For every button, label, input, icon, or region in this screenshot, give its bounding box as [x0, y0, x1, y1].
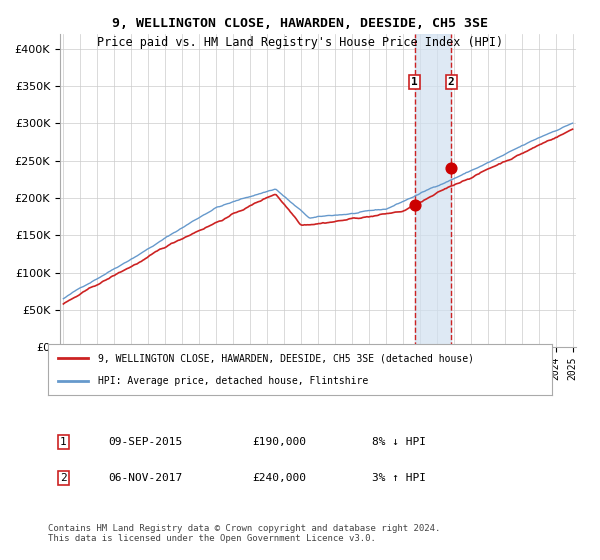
Text: HPI: Average price, detached house, Flintshire: HPI: Average price, detached house, Flin…: [98, 376, 368, 386]
Text: 1: 1: [60, 437, 67, 447]
Text: 8% ↓ HPI: 8% ↓ HPI: [372, 437, 426, 447]
Text: 09-SEP-2015: 09-SEP-2015: [108, 437, 182, 447]
Point: [410, 201, 419, 210]
Point: [446, 164, 456, 172]
Text: £240,000: £240,000: [252, 473, 306, 483]
Text: 2: 2: [60, 473, 67, 483]
Text: 1: 1: [412, 77, 418, 87]
Bar: [415, 34, 451, 347]
Text: 2: 2: [448, 77, 455, 87]
Text: Price paid vs. HM Land Registry's House Price Index (HPI): Price paid vs. HM Land Registry's House …: [97, 36, 503, 49]
Text: 9, WELLINGTON CLOSE, HAWARDEN, DEESIDE, CH5 3SE: 9, WELLINGTON CLOSE, HAWARDEN, DEESIDE, …: [112, 17, 488, 30]
Text: Contains HM Land Registry data © Crown copyright and database right 2024.
This d: Contains HM Land Registry data © Crown c…: [48, 524, 440, 543]
Text: 9, WELLINGTON CLOSE, HAWARDEN, DEESIDE, CH5 3SE (detached house): 9, WELLINGTON CLOSE, HAWARDEN, DEESIDE, …: [98, 353, 475, 363]
Text: 3% ↑ HPI: 3% ↑ HPI: [372, 473, 426, 483]
Text: £190,000: £190,000: [252, 437, 306, 447]
Text: 06-NOV-2017: 06-NOV-2017: [108, 473, 182, 483]
